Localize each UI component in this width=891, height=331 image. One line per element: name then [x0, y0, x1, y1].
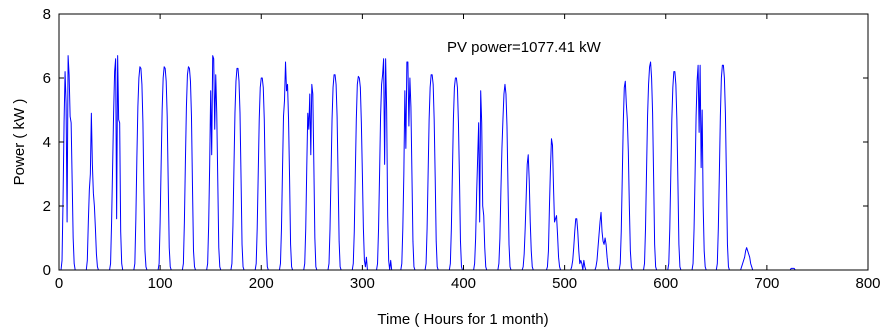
x-tick-label: 0 [55, 275, 63, 292]
y-tick-label: 4 [43, 134, 51, 151]
x-tick-label: 300 [350, 275, 375, 292]
y-axis-title: Power ( kW ) [11, 99, 28, 186]
pv-power-annotation: PV power=1077.41 kW [447, 39, 602, 56]
x-tick-label: 500 [552, 275, 577, 292]
x-tick-label: 400 [451, 275, 476, 292]
x-tick-label: 700 [754, 275, 779, 292]
x-tick-label: 800 [855, 275, 880, 292]
y-tick-label: 6 [43, 70, 51, 87]
ticks-group: 0 100 200 300 400 500 600 700 800 0 2 4 6 8 [43, 6, 881, 292]
y-tick-label: 0 [43, 262, 51, 279]
y-tick-label: 2 [43, 198, 51, 215]
x-axis-title: Time ( Hours for 1 month) [377, 311, 548, 328]
x-tick-label: 200 [249, 275, 274, 292]
y-tick-label: 8 [43, 6, 51, 23]
x-tick-label: 100 [148, 275, 173, 292]
plot-area [59, 14, 868, 270]
x-tick-label: 600 [653, 275, 678, 292]
